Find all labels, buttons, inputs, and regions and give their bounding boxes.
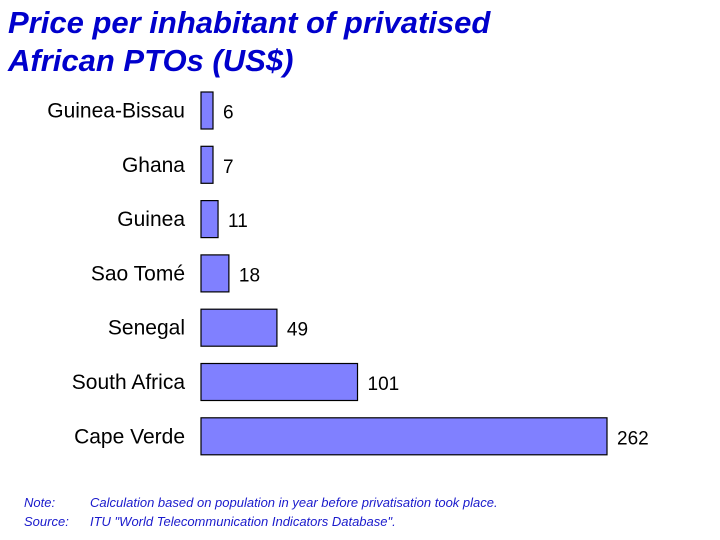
value-label-sao-tom: 18 xyxy=(239,265,260,286)
category-label-guinea-bissau: Guinea-Bissau xyxy=(47,100,185,123)
bar-cape-verde xyxy=(200,417,608,456)
value-label-guinea-bissau: 6 xyxy=(223,103,234,124)
source-row: Source: ITU "World Telecommunication Ind… xyxy=(24,512,498,531)
note-text: Calculation based on population in year … xyxy=(90,495,498,510)
category-label-ghana: Ghana xyxy=(122,154,185,177)
category-label-cape-verde: Cape Verde xyxy=(74,425,185,448)
chart-title-line-1: Price per inhabitant of privatised xyxy=(8,5,491,40)
bar-ghana xyxy=(200,145,214,184)
note-label: Note: xyxy=(24,495,56,510)
bar-guinea-bissau xyxy=(200,91,214,130)
source-text: ITU "World Telecommunication Indicators … xyxy=(90,514,396,529)
category-label-south-africa: South Africa xyxy=(72,371,186,394)
category-label-sao-tom: Sao Tomé xyxy=(91,262,185,285)
footnote: Note: Calculation based on population in… xyxy=(24,493,498,531)
note-row: Note: Calculation based on population in… xyxy=(24,493,498,512)
bar-south-africa xyxy=(200,362,359,402)
value-label-ghana: 7 xyxy=(223,157,234,178)
bar-senegal xyxy=(200,308,278,347)
chart-title-line-2: African PTOs (US$) xyxy=(8,43,294,78)
value-label-guinea: 11 xyxy=(228,211,248,232)
bar-sao-tom xyxy=(200,254,230,293)
category-label-senegal: Senegal xyxy=(108,317,185,340)
source-label: Source: xyxy=(24,514,69,529)
bar-guinea xyxy=(200,200,219,239)
value-label-senegal: 49 xyxy=(287,320,308,341)
value-label-cape-verde: 262 xyxy=(617,428,649,449)
chart-title: Price per inhabitant of privatised Afric… xyxy=(8,4,708,80)
category-label-guinea: Guinea xyxy=(117,208,185,231)
value-label-south-africa: 101 xyxy=(368,374,400,395)
